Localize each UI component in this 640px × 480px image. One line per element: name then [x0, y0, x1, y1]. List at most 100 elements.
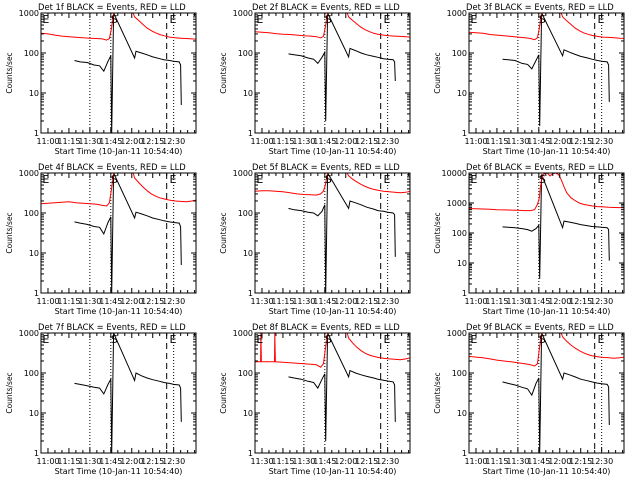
y-tick-label: 1: [248, 129, 253, 138]
plot-frame: [254, 12, 411, 134]
x-tick-label: 11:15: [485, 297, 508, 306]
x-tick-label: 11:45: [313, 297, 336, 306]
y-tick-label: 10: [29, 89, 39, 98]
x-tick-label: 11:45: [313, 137, 336, 146]
events-series-line: [288, 173, 396, 293]
y-tick-label: 10: [457, 259, 467, 268]
x-axis-label: Start Time (10-Jan-11 10:54:40): [269, 147, 397, 156]
x-tick-label: 11:00: [36, 297, 59, 306]
panel-title: Det 2f BLACK = Events, RED = LLD: [252, 2, 400, 12]
event-marker-label: E: [470, 13, 477, 26]
event-marker-label: S: [111, 13, 118, 26]
event-marker-label: S: [111, 333, 118, 346]
y-tick-label: 1000: [447, 199, 467, 208]
y-tick-label: 1000: [447, 329, 467, 338]
y-tick-label: 100: [452, 229, 467, 238]
x-tick-label: 11:45: [313, 457, 336, 466]
event-marker-label: E: [42, 173, 49, 186]
x-tick-label: 11:00: [464, 457, 487, 466]
plot-frame: [40, 172, 197, 294]
y-tick-label: 10: [243, 89, 253, 98]
y-tick-label: 10000: [442, 169, 467, 178]
x-tick-label: 11:00: [36, 137, 59, 146]
panel-title: Det 7f BLACK = Events, RED = LLD: [38, 322, 186, 332]
panel-3: Det 3f BLACK = Events, RED = LLD 1 10 100 10…: [433, 2, 625, 156]
lld-series-line: [255, 173, 410, 196]
x-tick-label: 12:00: [120, 297, 143, 306]
panel-title: Det 8f BLACK = Events, RED = LLD: [252, 322, 400, 332]
x-tick-label: 12:15: [141, 137, 164, 146]
x-tick-label: 11:15: [57, 297, 80, 306]
x-tick-label: 11:15: [271, 137, 294, 146]
event-marker-label: E: [169, 333, 176, 346]
event-marker-label: S: [111, 173, 118, 186]
event-marker-label: E: [470, 333, 477, 346]
y-tick-label: 10: [29, 409, 39, 418]
series-group: [469, 173, 624, 279]
event-marker-label: S: [325, 333, 332, 346]
y-tick-label: 100: [24, 49, 39, 58]
x-tick-label: 11:30: [292, 457, 315, 466]
y-axis-label: Counts/sec: [5, 212, 14, 253]
x-axis-label: Start Time (10-Jan-11 10:54:40): [55, 467, 183, 476]
x-tick-label: 12:00: [548, 457, 571, 466]
x-tick-label: 12:00: [120, 137, 143, 146]
x-tick-label: 12:00: [548, 297, 571, 306]
x-tick-label: 11:15: [485, 137, 508, 146]
panel-2: Det 2f BLACK = Events, RED = LLD 1 10 100 10…: [219, 2, 411, 156]
event-marker-label: E: [256, 13, 263, 26]
lld-series-line: [469, 333, 624, 367]
y-tick-label: 1: [462, 289, 467, 298]
x-tick-label: 12:30: [376, 297, 399, 306]
y-axis-label: Counts/sec: [219, 52, 228, 93]
x-tick-label: 11:15: [57, 457, 80, 466]
event-marker-label: E: [169, 173, 176, 186]
y-tick-label: 1: [248, 449, 253, 458]
x-tick-label: 12:30: [590, 297, 613, 306]
x-tick-label: 11:15: [271, 457, 294, 466]
lld-series-line: [255, 333, 410, 368]
plot-frame: [468, 12, 625, 134]
events-series-line: [74, 333, 182, 453]
x-tick-label: 12:30: [590, 457, 613, 466]
x-axis-label: Start Time (10-Jan-11 10:54:40): [55, 147, 183, 156]
x-tick-label: 12:15: [355, 457, 378, 466]
x-tick-label: 11:30: [78, 137, 101, 146]
event-marker-label: E: [597, 333, 604, 346]
y-axis-label: Counts/sec: [219, 372, 228, 413]
event-marker-label: S: [325, 173, 332, 186]
y-tick-label: 1000: [447, 9, 467, 18]
event-marker-label: E: [42, 13, 49, 26]
event-marker-label: E: [256, 333, 263, 346]
x-tick-label: 11:45: [527, 457, 550, 466]
y-tick-label: 10: [457, 409, 467, 418]
x-axis-label: Start Time (10-Jan-11 10:54:40): [483, 307, 611, 316]
series-group: [255, 333, 410, 442]
panel-title: Det 1f BLACK = Events, RED = LLD: [38, 2, 186, 12]
series-group: [469, 13, 624, 127]
y-tick-label: 100: [24, 209, 39, 218]
x-tick-label: 12:30: [590, 137, 613, 146]
y-tick-label: 100: [238, 209, 253, 218]
x-axis-label: Start Time (10-Jan-11 10:54:40): [483, 147, 611, 156]
x-axis-label: Start Time (10-Jan-11 10:54:40): [269, 467, 397, 476]
lld-series-line: [41, 13, 196, 41]
y-axis-label: Counts/sec: [433, 372, 442, 413]
y-tick-label: 1: [462, 129, 467, 138]
x-tick-label: 11:30: [78, 457, 101, 466]
x-tick-label: 12:00: [334, 137, 357, 146]
y-tick-label: 1000: [233, 169, 253, 178]
x-tick-label: 11:30: [506, 137, 529, 146]
event-marker-label: S: [539, 13, 546, 26]
y-tick-label: 1: [34, 129, 39, 138]
x-axis-label: Start Time (10-Jan-11 10:54:40): [55, 307, 183, 316]
event-marker-label: E: [597, 13, 604, 26]
event-marker-label: E: [256, 173, 263, 186]
x-tick-label: 11:00: [250, 137, 273, 146]
panel-title: Det 9f BLACK = Events, RED = LLD: [466, 322, 614, 332]
event-marker-label: E: [383, 173, 390, 186]
event-marker-label: E: [169, 13, 176, 26]
event-marker-label: E: [42, 333, 49, 346]
y-tick-label: 100: [238, 369, 253, 378]
